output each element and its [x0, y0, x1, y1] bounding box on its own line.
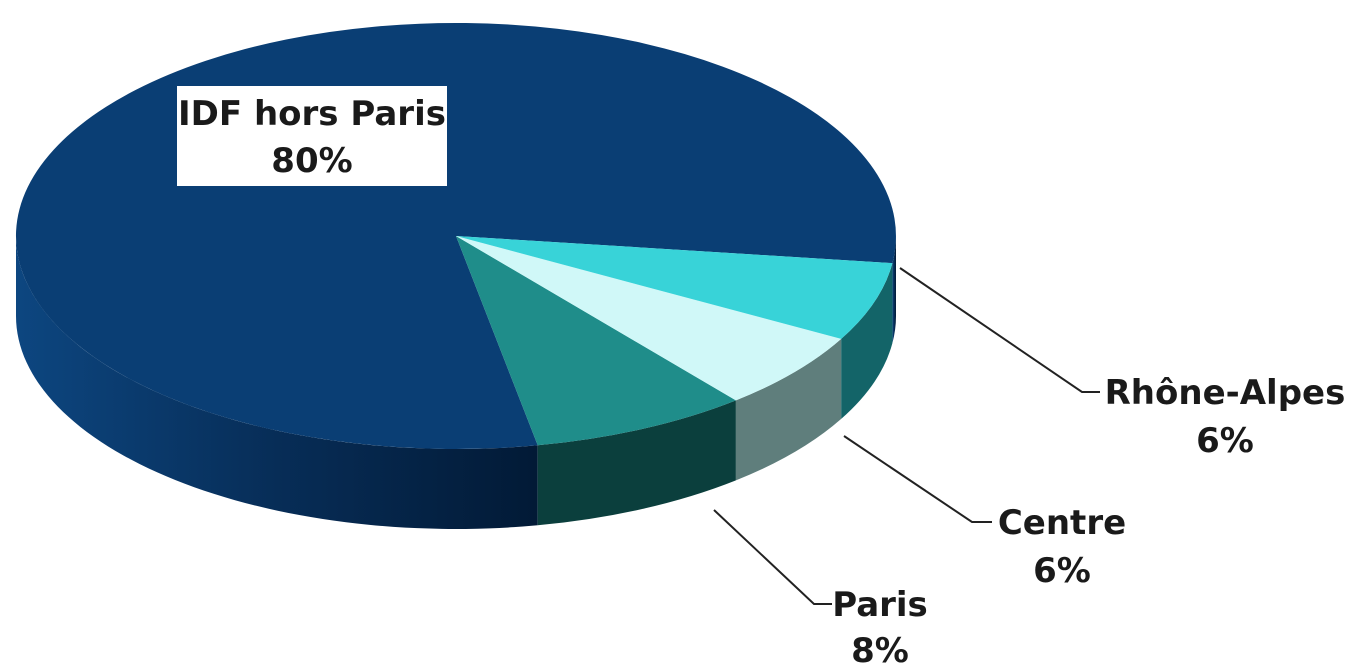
slice-side-centre [735, 338, 842, 481]
pie-labels: IDF hors Paris 80% Rhône-Alpes 6% Centre 6% Pa… [177, 86, 1345, 664]
value-idf-hors-paris: 80% [271, 141, 352, 181]
slice-paris [456, 236, 736, 446]
leader-paris [713, 509, 832, 605]
value-paris: 8% [851, 631, 909, 664]
slice-side-paris [537, 400, 736, 526]
label-paris: Paris [832, 585, 928, 625]
pie-sides [15, 236, 896, 530]
slice-side-rh-ne-alpes [841, 263, 893, 419]
slice-side-idf-hors-paris [892, 236, 896, 344]
label-centre: Centre [998, 503, 1126, 543]
pie-slices [15, 23, 896, 450]
label-box-idf-hors-paris [177, 86, 447, 186]
slice-side-idf-hors-paris [15, 236, 538, 530]
value-centre: 6% [1033, 551, 1091, 591]
slice-centre [456, 236, 842, 401]
leader-rhone-alpes [899, 267, 1100, 393]
label-idf-hors-paris: IDF hors Paris [178, 94, 446, 134]
leader-centre [843, 435, 992, 523]
label-rhone-alpes: Rhône-Alpes [1105, 373, 1346, 413]
value-rhone-alpes: 6% [1196, 421, 1254, 461]
slice-rh-ne-alpes [456, 236, 893, 339]
